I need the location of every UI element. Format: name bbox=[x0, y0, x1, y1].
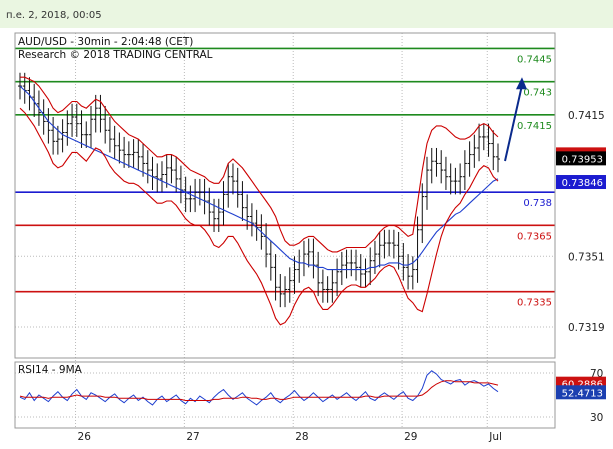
x-tick-label: 26 bbox=[78, 431, 92, 443]
level-label: 0.7335 bbox=[517, 298, 552, 309]
rsi-title: RSI14 - 9MA bbox=[18, 364, 83, 376]
price-bars bbox=[18, 72, 500, 308]
price-tag-label: 0.73953 bbox=[562, 154, 603, 165]
level-label: 0.738 bbox=[523, 198, 552, 209]
price-tag-label: 0.73846 bbox=[562, 178, 603, 189]
forecast-arrow-head bbox=[516, 77, 527, 90]
axes: 26 27 28 29 Jul 0.7415 0.7351 0.7319 bbox=[14, 32, 605, 443]
rsi-panel-frame bbox=[14, 361, 556, 429]
rsi-ma-line bbox=[19, 380, 499, 401]
main-panel-frame bbox=[14, 32, 556, 359]
research-credit: Research © 2018 TRADING CENTRAL bbox=[18, 49, 213, 61]
level-label: 0.7445 bbox=[517, 54, 552, 65]
price-tag-box bbox=[556, 151, 606, 166]
level-label: 0.7415 bbox=[517, 121, 552, 132]
ma-blue-line bbox=[19, 85, 499, 271]
x-tick-label: Jul bbox=[488, 431, 502, 443]
rsi-tag-label: 60.2886 bbox=[562, 380, 603, 391]
forecast-arrow bbox=[504, 77, 527, 162]
y-tick-label: 0.7351 bbox=[568, 251, 605, 263]
rsi-tag-box bbox=[556, 385, 606, 400]
timestamp: п.е. 2, 2018, 00:05 bbox=[6, 10, 102, 21]
y-tick-label: 0.7415 bbox=[568, 110, 605, 122]
price-tag-box bbox=[556, 175, 606, 190]
chart-title: AUD/USD - 30min - 2:04:48 (CET) bbox=[18, 36, 193, 48]
x-tick-label: 29 bbox=[404, 431, 417, 443]
y-tick-label: 0.7319 bbox=[568, 322, 605, 334]
level-label: 0.743 bbox=[523, 88, 552, 99]
bollinger-lower-line bbox=[19, 107, 499, 326]
x-tick-label: 28 bbox=[295, 431, 308, 443]
x-tick-label: 27 bbox=[186, 431, 199, 443]
bollinger-upper-line bbox=[20, 76, 499, 253]
forecast-arrow-shaft bbox=[504, 84, 523, 162]
indicator-lines bbox=[19, 76, 499, 326]
rsi-line bbox=[19, 370, 499, 406]
rsi-tick-label: 30 bbox=[590, 412, 603, 424]
top-bar: п.е. 2, 2018, 00:05 bbox=[0, 0, 613, 28]
rsi-tag-label: 52.4713 bbox=[562, 388, 603, 399]
grid bbox=[15, 33, 555, 428]
level-label: 0.7365 bbox=[517, 231, 552, 242]
